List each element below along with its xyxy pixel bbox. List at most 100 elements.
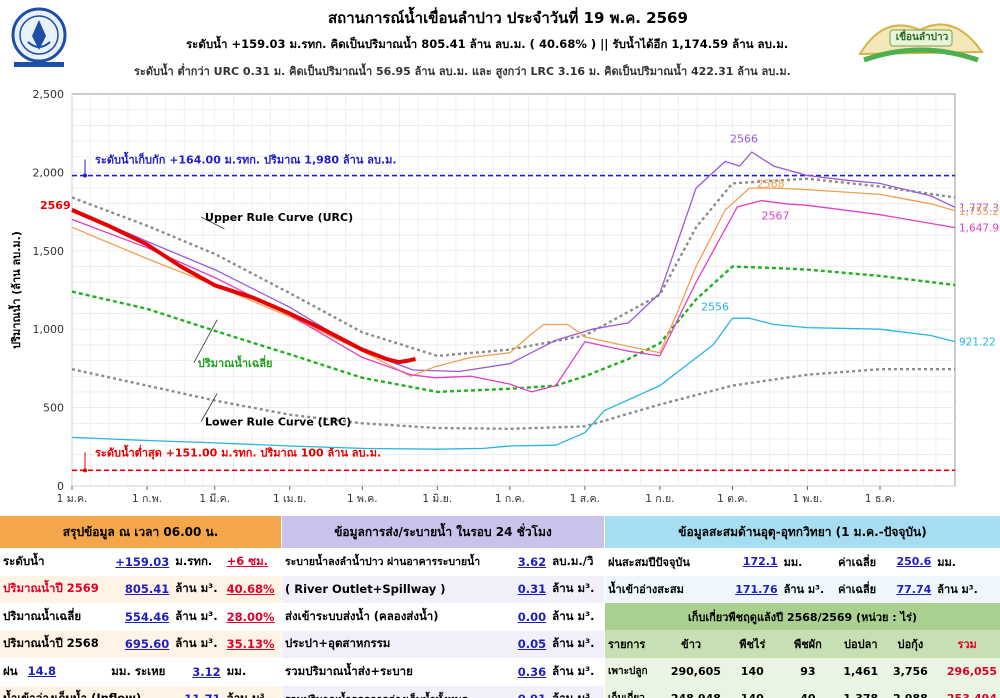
summary-label-text: ฝน (3, 663, 18, 678)
release-unit: ล้าน ม³. (552, 608, 595, 623)
series-name-label: 2556 (701, 300, 729, 313)
x-tick-label: 1 มี.ค. (199, 492, 230, 505)
harvest-cell: 140 (740, 664, 764, 678)
info-tables: สรุปข้อมูล ณ เวลา 06.00 น. ระดับน้ำ +159… (0, 516, 1000, 698)
harvest-cell: 1,378 (835, 685, 886, 698)
table-row: ปริมาณน้ำปี 2568 695.60 ล้าน ม³. 35.13% (0, 630, 281, 658)
hydro-label: น้ำเข้าอ่างสะสม (608, 583, 684, 597)
harvest-cell: 253,494 (934, 685, 1000, 698)
x-tick-label: 1 มิ.ย. (422, 493, 452, 505)
hydro-table: ข้อมูลสะสมด้านอุตุ-อุทกวิทยา (1 ม.ค.-ปัจ… (605, 516, 1000, 698)
hydro-unit: ล้าน ม³. (783, 583, 825, 597)
x-tick-label: 1 ต.ค. (717, 493, 748, 505)
harvest-column-headers: รายการ ข้าว พืชไร่ พืชผัก บ่อปลา บ่อกุ้ง… (605, 630, 1000, 658)
hydro-avg-label: ค่าเฉลี่ย (838, 583, 877, 597)
page-header: สถานการณ์น้ำเขื่อนลำปาว ประจำวันที่ 19 พ… (0, 0, 1000, 86)
hydro-avg-unit: มม. (937, 555, 956, 569)
release-unit: ล้าน ม³. (552, 636, 595, 651)
harvest-cell: 3,756 (893, 664, 928, 678)
summary-label: น้ำเข้าอ่างเก็บน้ำ (Inflow) (0, 686, 172, 698)
summary-extra-unit: มม. (226, 663, 247, 678)
table-row: รวมปริมาณน้ำส่ง+ระบาย 0.36 ล้าน ม³. (282, 658, 604, 686)
summary-label: ปริมาณน้ำปี 2569 (0, 576, 108, 604)
annotation-leader (200, 216, 225, 230)
harvest-col: พืชไร่ (739, 637, 766, 651)
release-unit: ล้าน ม³. (549, 686, 604, 698)
annotation-label: ปริมาณน้ำเฉลี่ย (198, 355, 273, 370)
series-line-lrc (71, 368, 955, 430)
series-line-y2556 (71, 317, 956, 450)
harvest-col: ข้าว (681, 637, 702, 651)
x-tick-label: 1 ม.ค. (57, 493, 88, 505)
release-unit: ล้าน ม³. (552, 663, 595, 678)
harvest-col: บ่อปลา (844, 637, 878, 651)
summary-unit: ล้าน ม³. (175, 636, 218, 651)
summary-unit: ม.รทก. (175, 553, 213, 568)
x-tick-label: 1 พ.ย. (793, 493, 823, 505)
hydro-avg-value: 250.6 (896, 555, 932, 569)
table-row: ระบายน้ำลงลำน้ำปาว ผ่านอาคารระบายน้ำ 3.62… (282, 548, 604, 576)
release-value: 0.36 (517, 664, 547, 679)
annotation-leader (193, 319, 218, 364)
table-row: ส่งเข้าระบบส่งน้ำ (คลองส่งน้ำ) 0.00 ล้าน ม… (282, 603, 604, 631)
harvest-cell: เพาะปลูก (608, 665, 648, 677)
table-row: รวมปริมาณน้ำออกจากอ่างเก็บน้ำทั้งหมด0.91… (282, 685, 604, 698)
evaporation-value: 3.12 (192, 664, 221, 679)
header-water-level-line: ระดับน้ำ +159.03 ม.รทก. คิดเป็นปริมาณน้ำ… (186, 37, 789, 51)
release-label: รวมปริมาณน้ำออกจากอ่างเก็บน้ำทั้งหมด (282, 686, 510, 698)
series-name-label: 2569 (40, 199, 71, 212)
x-tick-label: 1 ก.พ. (132, 493, 162, 505)
summary-unit: ล้าน ม³. (175, 581, 218, 596)
summary-extra: 28.00% (226, 609, 275, 624)
summary-extra: +6 ซม. (226, 553, 269, 568)
series-end-label: 1,777.39 (959, 202, 1000, 214)
summary-unit: ล้าน ม³. (224, 686, 281, 698)
release-value: 0.05 (517, 637, 547, 652)
y-tick-label: 1,500 (33, 245, 65, 258)
summary-unit: ล้าน ม³. (175, 608, 218, 623)
rid-logo-icon (11, 7, 67, 67)
y-tick-label: 1,000 (33, 323, 65, 336)
x-tick-label: 1 ก.ย. (645, 493, 674, 505)
summary-value: 695.60 (124, 637, 170, 652)
reference-label: ระดับน้ำต่ำสุด +151.00 ม.รทก. ปริมาณ 100… (95, 444, 381, 460)
summary-value: 11.71 (172, 686, 223, 698)
harvest-col: พืชผัก (793, 637, 822, 651)
release-value: 0.31 (517, 582, 547, 597)
release-label: รวมปริมาณน้ำส่ง+ระบาย (285, 663, 413, 678)
water-volume-chart: 0 500 1,000 1,500 2,000 2,500 1 ม.ค. 1 ก.พ. 1 มี… (0, 84, 1000, 512)
summary-label: ปริมาณน้ำเฉลี่ย (3, 608, 82, 623)
harvest-cell: 40 (781, 685, 835, 698)
harvest-col: รายการ (608, 637, 646, 651)
series-line-y2567 (71, 199, 956, 393)
table-row: ( River Outlet+Spillway ) 0.31 ล้าน ม³. (282, 575, 604, 603)
release-table: ข้อมูลการส่ง/ระบายน้ำ ในรอบ 24 ชั่วโมง ร… (282, 516, 604, 698)
series-line-y2569 (71, 208, 416, 365)
release-label: ระบายน้ำลงลำน้ำปาว ผ่านอาคารระบายน้ำ (285, 556, 481, 569)
x-tick-label: 1 ก.ค. (495, 493, 525, 505)
table-row: ประปา+อุตสาหกรรม 0.05 ล้าน ม³. (282, 630, 604, 658)
harvest-col: รวม (957, 637, 977, 651)
table-row: เก็บเกี่ยว 248,948 140 40 1,378 2,988 25… (605, 685, 1000, 698)
summary-label: ปริมาณน้ำปี 2568 (3, 636, 99, 651)
annotation-label: Lower Rule Curve (LRC) (205, 416, 351, 429)
harvest-cell: 93 (800, 664, 816, 678)
series-name-label: 2568 (757, 177, 785, 190)
hydro-avg-label: ค่าเฉลี่ย (838, 555, 877, 569)
summary-value: +159.03 (115, 554, 170, 569)
table-row: น้ำเข้าอ่างเก็บน้ำ (Inflow) 11.71 ล้าน ม… (0, 685, 281, 698)
rain-value: 14.8 (27, 663, 56, 678)
series-name-label: 2567 (761, 209, 789, 222)
y-tick-label: 2,500 (33, 88, 65, 101)
hydro-value: 172.1 (742, 555, 778, 569)
series-end-label: 1,647.93 (959, 223, 1000, 235)
hydro-unit: มม. (783, 555, 803, 569)
chart-svg: 0 500 1,000 1,500 2,000 2,500 1 ม.ค. 1 ก.พ. 1 มี… (8, 88, 1000, 505)
header-rule-curve-line: ระดับน้ำ ต่ำกว่า URC 0.31 ม. คิดเป็นปริม… (134, 65, 791, 78)
summary-extra: 35.13% (226, 637, 275, 652)
x-tick-label: 1 เม.ย. (273, 493, 306, 505)
summary-unit: มม. ระเหย (111, 663, 166, 678)
x-tick-label: 1 ส.ค. (570, 493, 600, 505)
harvest-cell: 2,988 (887, 685, 935, 698)
release-label: ( River Outlet+Spillway ) (285, 582, 446, 597)
